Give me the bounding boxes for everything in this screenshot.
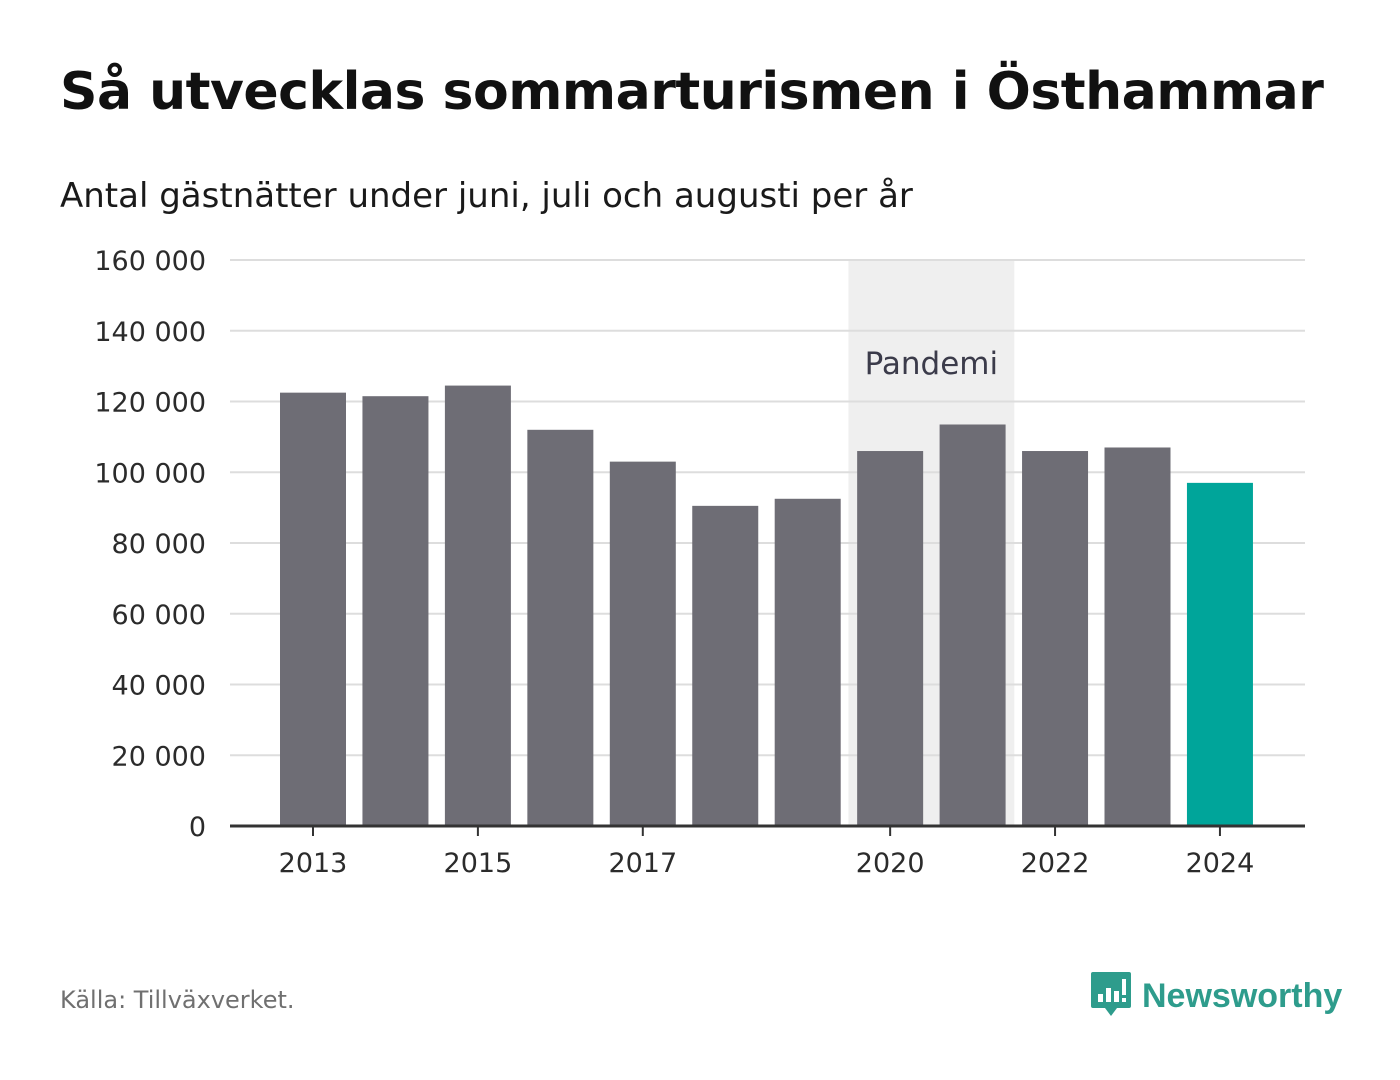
bar-2024 [1186,482,1253,826]
bar-2013 [280,392,346,826]
x-tick-label: 2015 [444,848,513,879]
chart-title: Så utvecklas sommarturismen i Östhammar [60,62,1324,122]
bar-2014 [362,396,429,826]
y-tick-label: 80 000 [112,529,206,560]
x-tick-label: 2024 [1186,848,1255,879]
x-tick-label: 2020 [856,848,925,879]
y-tick-label: 100 000 [94,458,206,489]
bar-2023 [1104,447,1171,826]
bar-2016 [527,429,594,826]
y-tick-label: 160 000 [94,246,206,277]
y-tick-label: 60 000 [112,600,206,631]
y-tick-label: 40 000 [112,671,206,702]
axis-layer: 0 20 000 40 000 60 000 80 000 100 000 120 000 1… [94,246,1305,879]
x-tick-label: 2013 [279,848,348,879]
bar-chart-speech-bubble-icon [1090,970,1132,1022]
bar-2020 [857,451,924,826]
y-tick-label: 120 000 [94,388,206,419]
brand-logo[interactable]: Newsworthy [1090,970,1342,1022]
bar-2018 [692,505,759,826]
bar-2015 [444,385,511,826]
x-tick-label: 2017 [608,848,677,879]
source-note: Källa: Tillväxverket. [60,986,295,1014]
pandemic-band-label: Pandemi [865,346,999,382]
y-tick-label: 20 000 [112,741,206,772]
bar-layer [280,385,1253,826]
brand-name: Newsworthy [1142,976,1343,1015]
x-tick-label: 2022 [1021,848,1090,879]
chart-subtitle: Antal gästnätter under juni, juli och au… [60,176,913,216]
bar-2022 [1022,451,1089,826]
y-tick-label: 140 000 [94,317,206,348]
bar-2019 [774,498,841,826]
bar-2021 [939,424,1006,826]
y-tick-label: 0 [189,812,206,843]
bar-2017 [609,461,676,826]
